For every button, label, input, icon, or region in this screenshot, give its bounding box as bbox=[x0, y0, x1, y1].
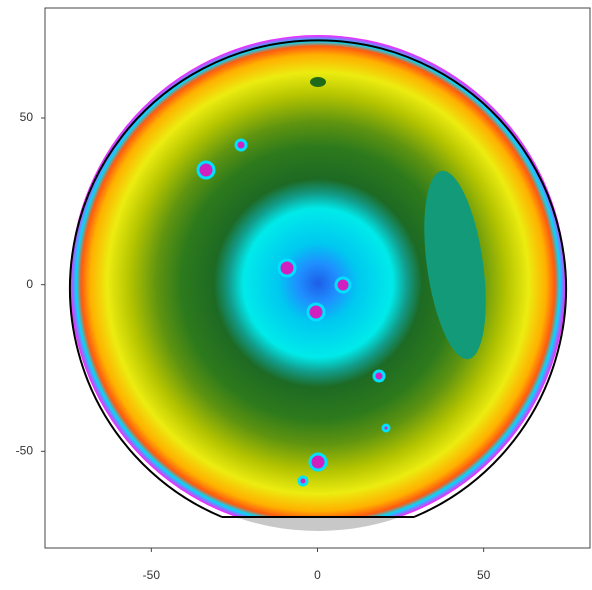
wafer-map bbox=[70, 35, 566, 531]
y-tick-label: 50 bbox=[20, 110, 34, 124]
spots bbox=[196, 138, 391, 487]
x-tick-label: 0 bbox=[314, 568, 321, 582]
contour-blob bbox=[424, 170, 486, 360]
contour-spot bbox=[310, 77, 326, 87]
y-tick-label: -50 bbox=[16, 444, 34, 458]
flat-region bbox=[70, 517, 566, 531]
x-tick-label: -50 bbox=[143, 568, 161, 582]
y-tick-label: 0 bbox=[26, 277, 33, 291]
contour-field bbox=[70, 35, 566, 517]
x-tick-label: 50 bbox=[477, 568, 491, 582]
wafer-outline bbox=[69, 39, 567, 518]
